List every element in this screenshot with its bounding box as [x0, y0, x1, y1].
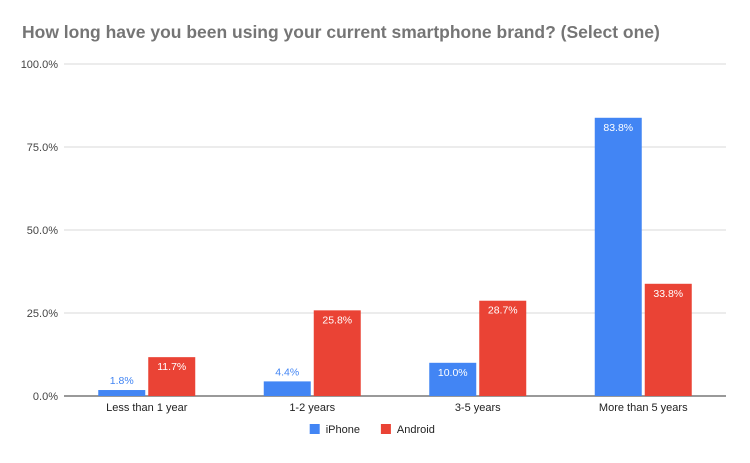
x-tick-label: 3-5 years [455, 402, 501, 414]
y-tick-label: 50.0% [27, 225, 58, 237]
bar-android [313, 310, 361, 396]
chart-title: How long have you been using your curren… [22, 22, 660, 42]
data-label: 25.8% [322, 314, 352, 326]
bar-iphone [429, 362, 477, 396]
bar-iphone [98, 390, 146, 396]
x-tick-label: Less than 1 year [106, 402, 188, 414]
x-tick-label: More than 5 years [599, 402, 688, 414]
legend-label-iphone: iPhone [326, 424, 360, 436]
y-tick-label: 0.0% [33, 391, 58, 403]
legend-swatch-android [380, 424, 391, 434]
data-label: 4.4% [275, 366, 299, 378]
y-tick-label: 75.0% [27, 142, 58, 154]
legend-swatch-iphone [309, 424, 320, 434]
bar-iphone [594, 117, 642, 396]
data-label: 28.7% [488, 305, 518, 317]
data-label: 10.0% [438, 367, 468, 379]
data-label: 11.7% [157, 361, 186, 373]
legend-label-android: Android [397, 424, 435, 436]
bar-iphone [263, 381, 311, 396]
x-tick-label: 1-2 years [289, 402, 335, 414]
bar-android [644, 283, 692, 396]
y-tick-label: 25.0% [27, 308, 58, 320]
data-label: 83.8% [603, 122, 633, 134]
bar-android [479, 300, 527, 396]
data-label: 33.8% [653, 288, 683, 300]
y-tick-label: 100.0% [21, 59, 59, 71]
data-label: 1.8% [110, 375, 134, 387]
bar-android [148, 357, 196, 396]
